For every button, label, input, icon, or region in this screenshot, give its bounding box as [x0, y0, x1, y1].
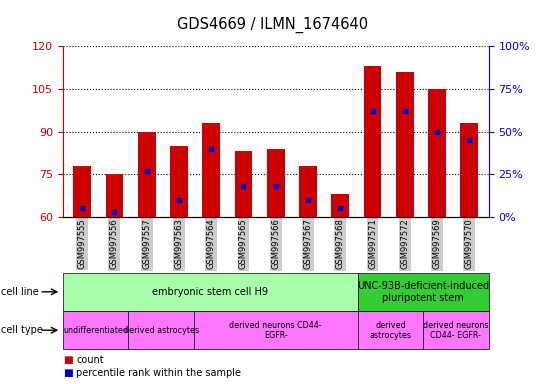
Bar [460, 123, 478, 217]
Text: UNC-93B-deficient-induced
pluripotent stem: UNC-93B-deficient-induced pluripotent st… [357, 281, 489, 303]
Bar [73, 166, 91, 217]
Text: cell line: cell line [1, 287, 39, 297]
Text: count: count [76, 355, 104, 365]
Text: derived astrocytes: derived astrocytes [123, 326, 199, 335]
Bar [170, 146, 188, 217]
Bar [299, 166, 317, 217]
Text: cell type: cell type [1, 325, 43, 335]
Point [175, 197, 183, 203]
Point [239, 183, 248, 189]
Text: ■: ■ [63, 355, 73, 365]
Bar [235, 151, 252, 217]
Point [78, 205, 86, 212]
Point [465, 137, 474, 143]
Point [110, 209, 119, 215]
Bar [364, 66, 382, 217]
Bar [138, 131, 156, 217]
Bar [396, 72, 414, 217]
Text: derived neurons CD44-
EGFR-: derived neurons CD44- EGFR- [229, 321, 322, 340]
Bar [203, 123, 220, 217]
Bar [105, 174, 123, 217]
Point [368, 108, 377, 114]
Point [304, 197, 312, 203]
Point [143, 168, 151, 174]
Point [336, 205, 345, 212]
Text: undifferentiated: undifferentiated [63, 326, 128, 335]
Point [207, 146, 216, 152]
Bar [428, 89, 446, 217]
Bar [267, 149, 284, 217]
Text: ■: ■ [63, 368, 73, 378]
Point [400, 108, 409, 114]
Point [271, 183, 280, 189]
Bar [331, 194, 349, 217]
Text: derived
astrocytes: derived astrocytes [370, 321, 411, 340]
Text: embryonic stem cell H9: embryonic stem cell H9 [152, 287, 268, 297]
Point [432, 129, 441, 135]
Text: derived neurons
CD44- EGFR-: derived neurons CD44- EGFR- [423, 321, 489, 340]
Text: GDS4669 / ILMN_1674640: GDS4669 / ILMN_1674640 [177, 17, 369, 33]
Text: percentile rank within the sample: percentile rank within the sample [76, 368, 241, 378]
